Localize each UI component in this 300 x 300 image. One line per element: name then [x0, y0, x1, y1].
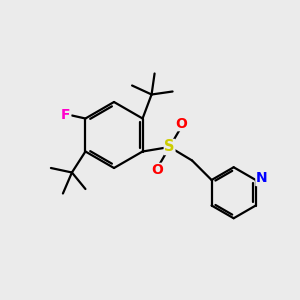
Text: F: F [61, 108, 71, 122]
Text: O: O [152, 164, 164, 177]
Text: N: N [256, 172, 268, 185]
Text: S: S [164, 140, 175, 154]
Text: O: O [176, 117, 188, 130]
